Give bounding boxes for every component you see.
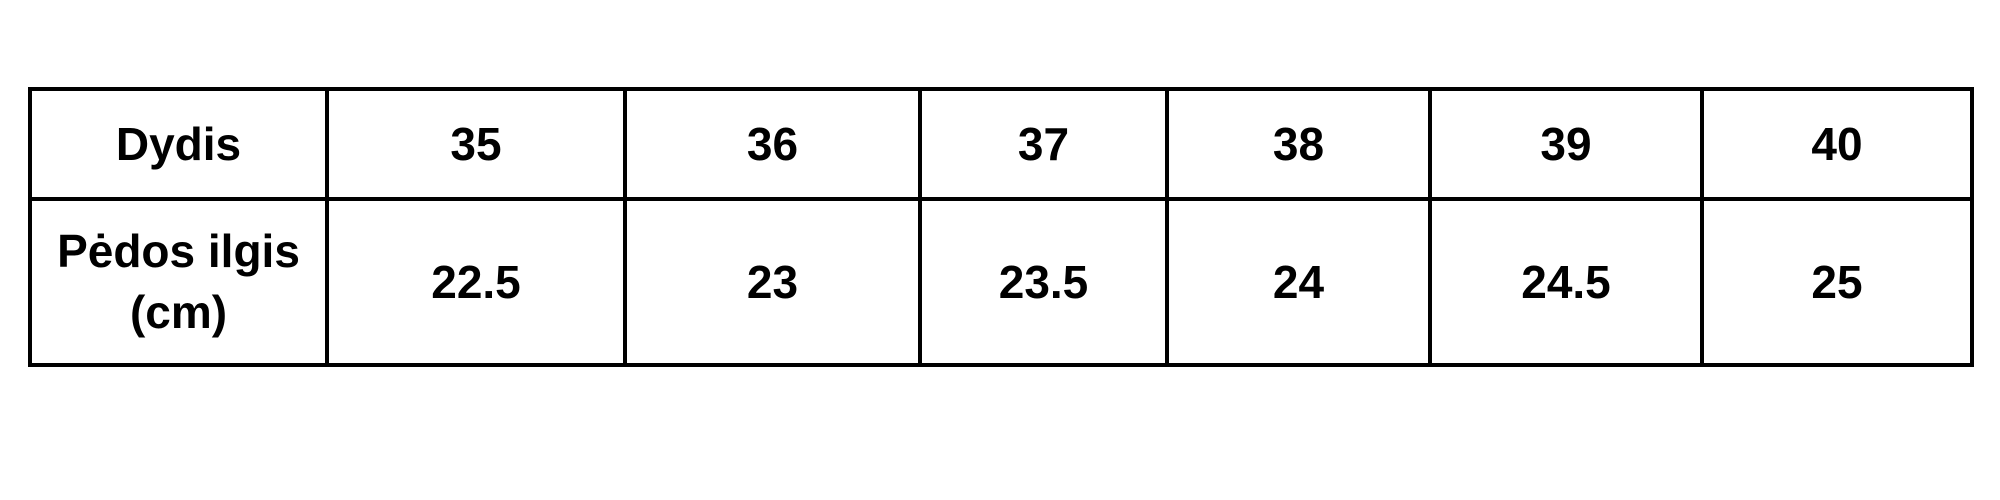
size-cell: 40 — [1700, 87, 1974, 201]
table-row-foot-length: Pėdos ilgis (cm) 22.5 23 23.5 24 24.5 25 — [28, 197, 1974, 367]
size-cell: 35 — [325, 87, 627, 201]
length-cell: 24 — [1165, 197, 1432, 367]
table-row-sizes: Dydis 35 36 37 38 39 40 — [28, 87, 1974, 201]
size-cell: 39 — [1428, 87, 1704, 201]
row-header-foot-length: Pėdos ilgis (cm) — [28, 197, 329, 367]
size-cell: 37 — [918, 87, 1169, 201]
size-cell: 36 — [623, 87, 922, 201]
shoe-size-table: Dydis 35 36 37 38 39 40 Pėdos ilgis (cm)… — [28, 87, 1974, 367]
size-cell: 38 — [1165, 87, 1432, 201]
length-cell: 25 — [1700, 197, 1974, 367]
length-cell: 23 — [623, 197, 922, 367]
length-cell: 23.5 — [918, 197, 1169, 367]
length-cell: 24.5 — [1428, 197, 1704, 367]
length-cell: 22.5 — [325, 197, 627, 367]
row-header-size: Dydis — [28, 87, 329, 201]
